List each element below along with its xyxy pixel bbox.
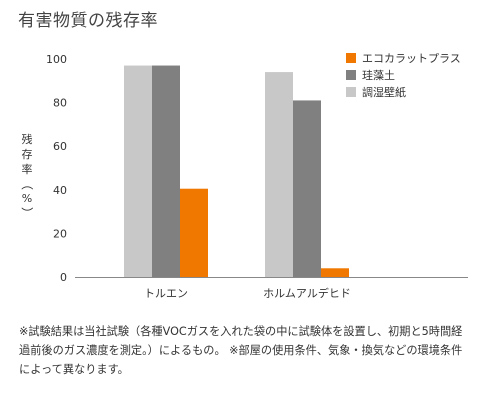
- y-axis-label-char: 残: [21, 133, 33, 146]
- x-tick-label: トルエン: [144, 287, 188, 300]
- legend-label: 珪藻土: [362, 68, 395, 82]
- y-tick-label: 60: [53, 140, 67, 153]
- legend-label: 調湿壁紙: [362, 85, 406, 99]
- y-tick-label: 20: [53, 227, 67, 240]
- bar: [265, 72, 293, 277]
- chart-title: 有害物質の残存率: [18, 11, 158, 31]
- y-axis-label-char: 存: [21, 148, 33, 161]
- x-tick-label: ホルムアルデヒド: [263, 286, 351, 300]
- legend-swatch: [346, 53, 356, 63]
- y-axis-label-char: 率: [21, 163, 33, 176]
- y-axis-ticks: 0 20 40 60 80 100: [46, 53, 67, 284]
- bar: [124, 65, 152, 277]
- legend-label: エコカラットプラス: [362, 52, 461, 65]
- bars-group: [124, 65, 349, 277]
- y-axis-label-char: %: [21, 192, 33, 205]
- legend-swatch: [346, 87, 356, 97]
- bar: [321, 268, 349, 277]
- bar: [152, 65, 180, 277]
- legend-swatch: [346, 70, 356, 80]
- bar: [180, 188, 208, 277]
- y-tick-label: 80: [53, 97, 67, 110]
- y-tick-label: 0: [60, 271, 67, 284]
- x-axis-ticks: トルエン ホルムアルデヒド: [144, 286, 351, 300]
- bar: [293, 100, 321, 277]
- footnote: ※試験結果は当社試験（各種VOCガスを入れた袋の中に試験体を設置し、初期と5時間…: [19, 325, 463, 376]
- y-tick-label: 40: [53, 184, 67, 197]
- y-axis-label: 残 存 率 （ % ）: [20, 132, 34, 220]
- y-tick-label: 100: [46, 53, 67, 66]
- bar-chart: 0 20 40 60 80 100 トルエン ホルムアルデヒド エコカラットプラス珪藻土調湿…: [46, 52, 468, 300]
